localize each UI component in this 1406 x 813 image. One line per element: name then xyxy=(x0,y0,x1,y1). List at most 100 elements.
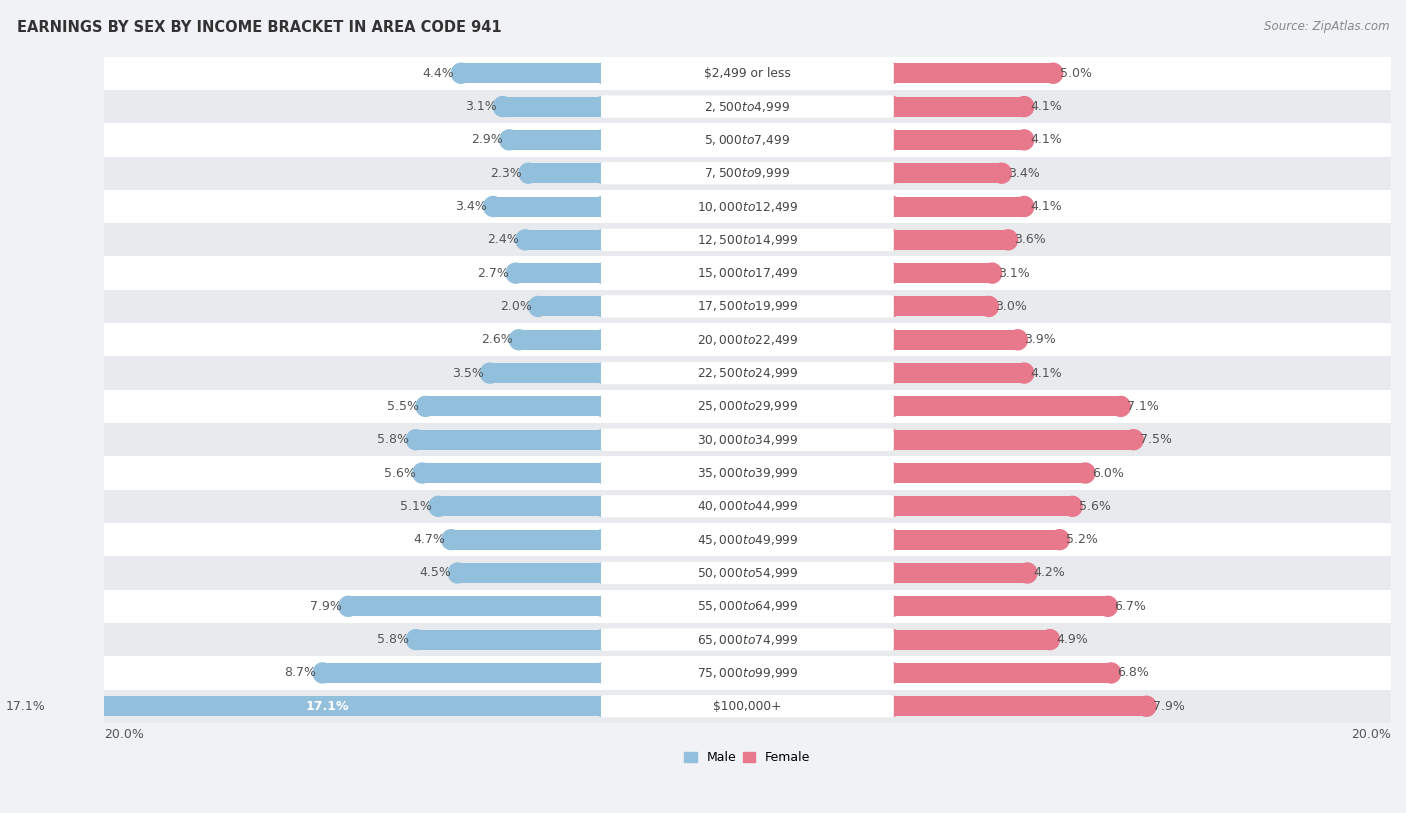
Bar xyxy=(529,163,603,183)
Text: $7,500 to $9,999: $7,500 to $9,999 xyxy=(704,166,790,180)
Bar xyxy=(526,230,603,250)
Text: 4.1%: 4.1% xyxy=(1031,100,1063,113)
Circle shape xyxy=(593,463,612,483)
Bar xyxy=(416,430,603,450)
Bar xyxy=(416,629,603,650)
Bar xyxy=(893,363,1024,383)
FancyBboxPatch shape xyxy=(600,195,894,218)
FancyBboxPatch shape xyxy=(600,495,894,518)
Bar xyxy=(104,589,1391,623)
Circle shape xyxy=(883,497,901,516)
Circle shape xyxy=(883,197,901,216)
Text: 5.8%: 5.8% xyxy=(377,633,409,646)
Circle shape xyxy=(593,497,612,516)
Text: Source: ZipAtlas.com: Source: ZipAtlas.com xyxy=(1264,20,1389,33)
Circle shape xyxy=(441,530,461,550)
Circle shape xyxy=(509,330,529,350)
Text: 3.0%: 3.0% xyxy=(995,300,1026,313)
Circle shape xyxy=(1076,463,1095,483)
Circle shape xyxy=(484,197,503,216)
Circle shape xyxy=(883,696,901,716)
Circle shape xyxy=(593,163,612,183)
Circle shape xyxy=(506,263,526,283)
Text: $2,499 or less: $2,499 or less xyxy=(704,67,790,80)
Text: 3.6%: 3.6% xyxy=(1015,233,1046,246)
Bar xyxy=(104,523,1391,556)
Text: $50,000 to $54,999: $50,000 to $54,999 xyxy=(696,566,799,580)
Circle shape xyxy=(1008,330,1028,350)
Circle shape xyxy=(494,97,512,116)
Text: 4.2%: 4.2% xyxy=(1033,567,1066,580)
Circle shape xyxy=(1015,130,1033,150)
FancyBboxPatch shape xyxy=(600,528,894,551)
Bar xyxy=(52,696,603,716)
Circle shape xyxy=(883,596,901,616)
Bar xyxy=(893,530,1060,550)
Circle shape xyxy=(593,130,612,150)
Bar xyxy=(538,297,603,316)
Bar xyxy=(893,63,1053,83)
Circle shape xyxy=(883,363,901,383)
Bar xyxy=(104,689,1391,723)
Circle shape xyxy=(1137,696,1156,716)
Text: 3.5%: 3.5% xyxy=(451,367,484,380)
Circle shape xyxy=(481,363,499,383)
Bar xyxy=(458,563,603,583)
Text: 17.1%: 17.1% xyxy=(305,700,349,713)
Circle shape xyxy=(883,663,901,683)
Bar xyxy=(104,190,1391,223)
Bar xyxy=(503,97,603,116)
Bar xyxy=(104,623,1391,656)
Text: $100,000+: $100,000+ xyxy=(713,700,782,713)
Circle shape xyxy=(593,197,612,216)
Text: 5.5%: 5.5% xyxy=(387,400,419,413)
Text: $35,000 to $39,999: $35,000 to $39,999 xyxy=(696,466,799,480)
Text: 5.1%: 5.1% xyxy=(401,500,432,513)
FancyBboxPatch shape xyxy=(600,395,894,418)
Bar xyxy=(426,397,603,416)
Text: $75,000 to $99,999: $75,000 to $99,999 xyxy=(696,666,799,680)
Circle shape xyxy=(1018,563,1038,583)
Text: 6.8%: 6.8% xyxy=(1118,667,1149,680)
Text: $65,000 to $74,999: $65,000 to $74,999 xyxy=(696,633,799,646)
Bar xyxy=(439,497,603,516)
Circle shape xyxy=(883,263,901,283)
Circle shape xyxy=(1015,197,1033,216)
Text: $25,000 to $29,999: $25,000 to $29,999 xyxy=(697,399,799,413)
Text: $40,000 to $44,999: $40,000 to $44,999 xyxy=(696,499,799,513)
Circle shape xyxy=(883,397,901,416)
Circle shape xyxy=(593,596,612,616)
Circle shape xyxy=(406,430,426,450)
Text: 3.4%: 3.4% xyxy=(1008,167,1040,180)
Circle shape xyxy=(451,63,471,83)
Circle shape xyxy=(593,563,612,583)
Text: $55,000 to $64,999: $55,000 to $64,999 xyxy=(696,599,799,613)
Bar xyxy=(104,323,1391,356)
Bar xyxy=(104,157,1391,190)
FancyBboxPatch shape xyxy=(600,95,894,118)
Bar xyxy=(104,57,1391,90)
Bar xyxy=(893,497,1073,516)
Text: 3.1%: 3.1% xyxy=(998,267,1031,280)
Bar xyxy=(893,629,1050,650)
Bar xyxy=(893,97,1024,116)
Text: 5.2%: 5.2% xyxy=(1066,533,1098,546)
Bar xyxy=(349,596,603,616)
Text: 2.6%: 2.6% xyxy=(481,333,512,346)
Circle shape xyxy=(1063,497,1083,516)
Circle shape xyxy=(1101,663,1121,683)
Bar xyxy=(893,696,1146,716)
Text: 20.0%: 20.0% xyxy=(104,728,143,741)
Circle shape xyxy=(593,663,612,683)
Text: 8.7%: 8.7% xyxy=(284,667,316,680)
Circle shape xyxy=(593,230,612,250)
Circle shape xyxy=(983,263,1001,283)
Circle shape xyxy=(883,629,901,650)
Bar xyxy=(893,430,1133,450)
Circle shape xyxy=(1123,430,1143,450)
Bar xyxy=(104,90,1391,124)
Circle shape xyxy=(499,130,519,150)
Legend: Male, Female: Male, Female xyxy=(679,746,815,769)
Bar xyxy=(451,530,603,550)
Circle shape xyxy=(593,297,612,316)
